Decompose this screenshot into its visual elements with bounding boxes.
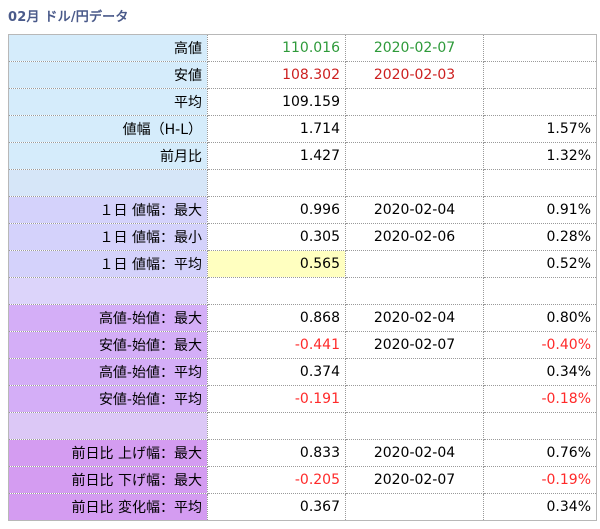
row-percent [483, 412, 597, 440]
row-date [345, 493, 484, 521]
table-row: 前日比 変化幅：平均 0.367 0.34% [8, 493, 597, 521]
table-row: 高値-始値：最大 0.868 2020-02-04 0.80% [8, 304, 597, 332]
table-row: 前日比 下げ幅：最大 -0.205 2020-02-07 -0.19% [8, 466, 597, 494]
row-percent [483, 34, 597, 62]
row-label: 高値-始値：平均 [8, 358, 208, 386]
page-title: 02月 ドル/円データ [8, 10, 129, 25]
row-label: １日 値幅：最大 [8, 196, 208, 224]
row-percent: 1.57% [483, 115, 597, 143]
row-percent: -0.18% [483, 385, 597, 413]
row-date [345, 169, 484, 197]
row-date: 2020-02-04 [345, 304, 484, 332]
row-value: 0.833 [207, 439, 346, 467]
row-date: 2020-02-04 [345, 196, 484, 224]
row-date: 2020-02-06 [345, 223, 484, 251]
row-label: 平均 [8, 88, 208, 116]
table-row: 安値-始値：平均 -0.191 -0.18% [8, 385, 597, 413]
table-row: 安値-始値：最大 -0.441 2020-02-07 -0.40% [8, 331, 597, 359]
table-row: 前日比 上げ幅：最大 0.833 2020-02-04 0.76% [8, 439, 597, 467]
row-percent: -0.19% [483, 466, 597, 494]
row-label: 安値-始値：最大 [8, 331, 208, 359]
table-row: １日 値幅：平均 0.565 0.52% [8, 250, 597, 278]
row-value: 0.565 [207, 250, 346, 278]
row-value: 0.374 [207, 358, 346, 386]
row-percent [483, 169, 597, 197]
row-date [345, 358, 484, 386]
row-label: 前月比 [8, 142, 208, 170]
row-date [345, 115, 484, 143]
row-date: 2020-02-04 [345, 439, 484, 467]
row-value: -0.441 [207, 331, 346, 359]
row-percent: -0.40% [483, 331, 597, 359]
row-percent: 0.34% [483, 358, 597, 386]
table-row: 安値 108.302 2020-02-03 [8, 61, 597, 89]
row-percent: 0.80% [483, 304, 597, 332]
row-value: -0.205 [207, 466, 346, 494]
row-value: 108.302 [207, 61, 346, 89]
table-row: 値幅（H-L） 1.714 1.57% [8, 115, 597, 143]
row-value: 109.159 [207, 88, 346, 116]
row-value: -0.191 [207, 385, 346, 413]
row-value: 0.367 [207, 493, 346, 521]
table-row: １日 値幅：最大 0.996 2020-02-04 0.91% [8, 196, 597, 224]
row-label [8, 412, 208, 440]
row-percent [483, 277, 597, 305]
row-label: １日 値幅：平均 [8, 250, 208, 278]
row-date: 2020-02-07 [345, 34, 484, 62]
row-percent: 0.34% [483, 493, 597, 521]
row-percent: 0.76% [483, 439, 597, 467]
row-value: 1.714 [207, 115, 346, 143]
row-date [345, 385, 484, 413]
row-value: 110.016 [207, 34, 346, 62]
row-label: 安値 [8, 61, 208, 89]
row-value: 0.996 [207, 196, 346, 224]
row-value [207, 169, 346, 197]
row-label: 安値-始値：平均 [8, 385, 208, 413]
table-row: 前月比 1.427 1.32% [8, 142, 597, 170]
row-date [345, 412, 484, 440]
row-value: 0.868 [207, 304, 346, 332]
table-body: 高値 110.016 2020-02-07 安値 108.302 2020-02-03 平均… [8, 34, 597, 521]
row-label: 前日比 上げ幅：最大 [8, 439, 208, 467]
usd-jpy-data-table: 高値 110.016 2020-02-07 安値 108.302 2020-02-03 平均… [8, 34, 597, 521]
row-date [345, 142, 484, 170]
table-row: 平均 109.159 [8, 88, 597, 116]
row-label: 値幅（H-L） [8, 115, 208, 143]
table-row [8, 169, 597, 197]
row-value [207, 277, 346, 305]
row-label: １日 値幅：最小 [8, 223, 208, 251]
row-percent: 0.28% [483, 223, 597, 251]
row-label [8, 277, 208, 305]
row-value [207, 412, 346, 440]
row-percent: 1.32% [483, 142, 597, 170]
row-percent: 0.91% [483, 196, 597, 224]
row-date [345, 88, 484, 116]
row-date: 2020-02-07 [345, 331, 484, 359]
table-row [8, 277, 597, 305]
table-row [8, 412, 597, 440]
row-value: 0.305 [207, 223, 346, 251]
row-date: 2020-02-03 [345, 61, 484, 89]
row-label: 高値-始値：最大 [8, 304, 208, 332]
table-row: 高値 110.016 2020-02-07 [8, 34, 597, 62]
row-percent: 0.52% [483, 250, 597, 278]
row-label: 前日比 変化幅：平均 [8, 493, 208, 521]
row-label: 前日比 下げ幅：最大 [8, 466, 208, 494]
row-value: 1.427 [207, 142, 346, 170]
table-row: １日 値幅：最小 0.305 2020-02-06 0.28% [8, 223, 597, 251]
row-percent [483, 88, 597, 116]
table-row: 高値-始値：平均 0.374 0.34% [8, 358, 597, 386]
row-date [345, 277, 484, 305]
row-percent [483, 61, 597, 89]
row-date: 2020-02-07 [345, 466, 484, 494]
row-date [345, 250, 484, 278]
row-label [8, 169, 208, 197]
row-label: 高値 [8, 34, 208, 62]
